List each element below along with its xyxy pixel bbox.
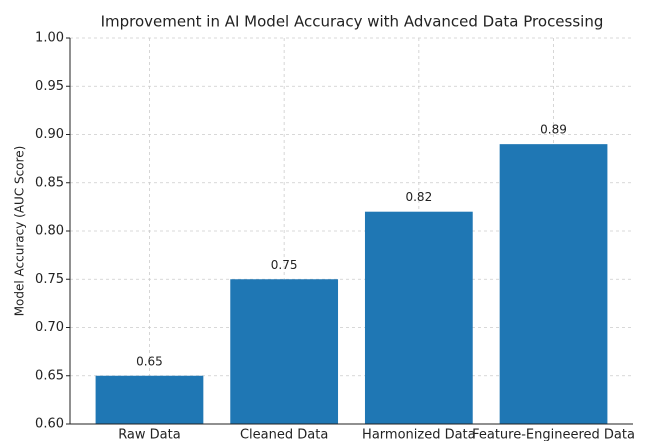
x-tick-label: Harmonized Data: [362, 428, 476, 441]
x-tick-label: Feature-Engineered Data: [472, 428, 635, 441]
bar: [95, 375, 204, 424]
x-tick-label: Raw Data: [118, 428, 181, 441]
chart-title: Improvement in AI Model Accuracy with Ad…: [101, 13, 604, 31]
y-tick-label: 1.00: [35, 31, 64, 46]
y-tick-label: 0.90: [35, 127, 64, 142]
y-tick-label: 0.75: [35, 272, 64, 287]
y-tick-label: 0.80: [35, 224, 64, 239]
y-axis-label: Model Accuracy (AUC Score): [13, 146, 27, 317]
y-tick-label: 0.95: [35, 79, 64, 94]
bar: [230, 279, 339, 424]
value-label: 0.75: [271, 258, 298, 272]
y-tick-label: 0.70: [35, 320, 64, 335]
bar: [499, 144, 608, 424]
value-label: 0.65: [136, 354, 163, 368]
y-tick-label: 0.65: [35, 368, 64, 383]
value-label: 0.82: [405, 190, 432, 204]
y-tick-label: 0.85: [35, 175, 64, 190]
value-label: 0.89: [540, 123, 567, 137]
x-tick-label: Cleaned Data: [240, 428, 328, 441]
bar: [364, 211, 473, 424]
y-tick-label: 0.60: [35, 417, 64, 432]
